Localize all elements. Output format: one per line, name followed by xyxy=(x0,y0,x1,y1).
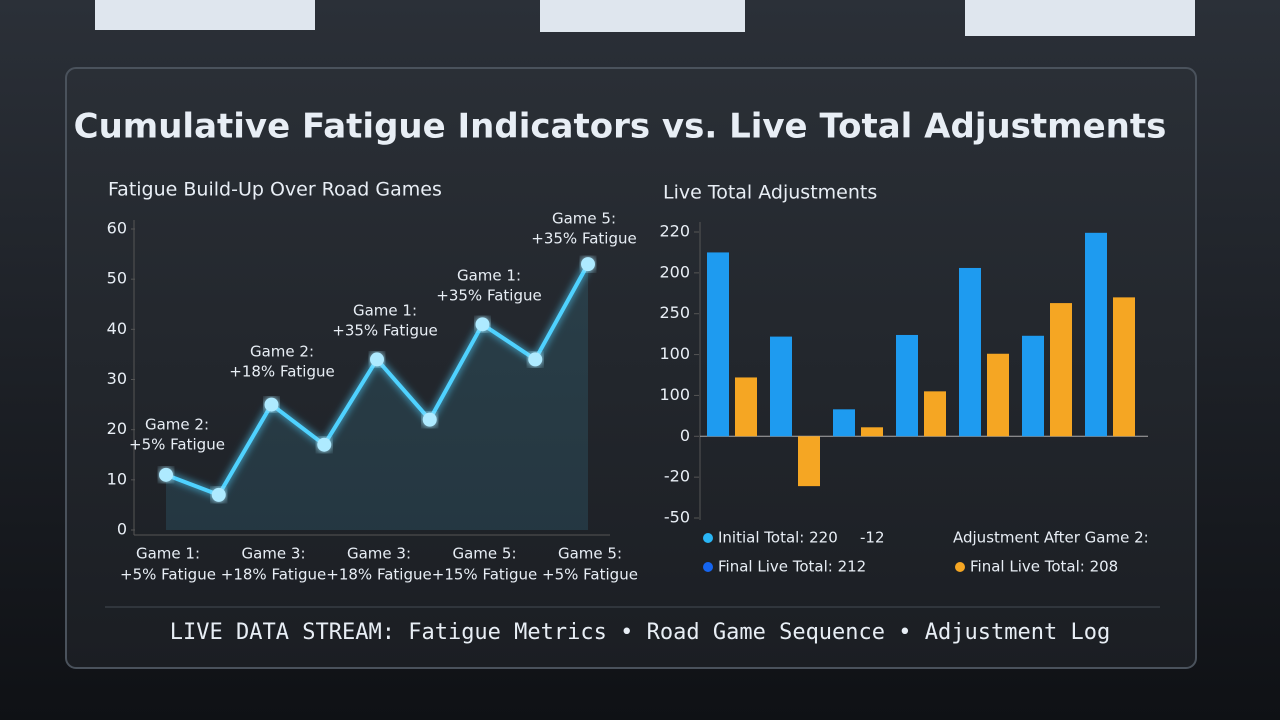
chart-title: Live Total Adjustments xyxy=(663,182,877,204)
display-panel xyxy=(65,67,1197,669)
y-tick-label: 220 xyxy=(659,222,690,241)
y-tick-label: 0 xyxy=(680,426,690,445)
legend-note: -12 xyxy=(860,529,885,547)
x-tick-label: +18% Fatigue xyxy=(221,566,326,584)
legend-note: Final Live Total: 212 xyxy=(718,558,866,576)
x-tick-label: +15% Fatigue xyxy=(432,566,537,584)
point xyxy=(159,467,173,482)
bar xyxy=(770,336,792,437)
bar xyxy=(959,267,981,437)
y-tick-label: 100 xyxy=(659,385,690,404)
x-tick-label: Game 5: xyxy=(558,545,622,563)
y-tick-label: 200 xyxy=(659,262,690,281)
legend-label: Initial Total: 220 xyxy=(718,529,838,547)
legend-dot xyxy=(955,562,965,572)
y-tick-label: -20 xyxy=(664,467,690,486)
legend-label: Final Live Total: 208 xyxy=(970,558,1118,576)
point xyxy=(581,257,595,272)
bar xyxy=(861,427,883,437)
x-tick-label: Game 5: xyxy=(452,545,516,563)
y-tick-label: 0 xyxy=(117,520,127,539)
point xyxy=(264,397,279,412)
ceiling-light xyxy=(965,0,1195,36)
bar xyxy=(924,391,946,437)
bar xyxy=(707,252,729,437)
bar xyxy=(1022,335,1044,437)
annotation: Game 2: xyxy=(145,416,209,434)
point xyxy=(422,412,437,427)
annotation: Game 1: xyxy=(353,302,417,320)
annotation: Game 5: xyxy=(552,210,616,228)
point xyxy=(370,352,384,367)
point xyxy=(211,487,226,502)
legend-dot xyxy=(703,533,713,543)
x-tick-label: +18% Fatigue xyxy=(326,566,431,584)
x-tick-label: Game 3: xyxy=(347,545,411,563)
point xyxy=(528,352,543,367)
x-tick-label: +5% Fatigue xyxy=(542,566,638,584)
point xyxy=(317,437,332,452)
x-tick-label: Game 3: xyxy=(241,545,305,563)
ceiling-light xyxy=(540,0,745,32)
y-tick-label: 50 xyxy=(107,269,127,288)
legend-note: Adjustment After Game 2: xyxy=(953,529,1149,547)
main-title: Cumulative Fatigue Indicators vs. Live T… xyxy=(74,107,1167,147)
bar xyxy=(798,436,820,487)
annotation: Game 1: xyxy=(457,267,521,285)
point xyxy=(475,317,490,332)
y-tick-label: 250 xyxy=(659,303,690,322)
y-tick-label: 100 xyxy=(659,344,690,363)
y-tick-label: 40 xyxy=(107,319,127,338)
ceiling-light xyxy=(95,0,315,30)
y-tick-label: 30 xyxy=(107,369,127,388)
y-tick-label: 10 xyxy=(107,469,127,488)
y-tick-label: 60 xyxy=(107,219,127,238)
annotation: +18% Fatigue xyxy=(229,363,334,381)
footer: LIVE DATA STREAM: Fatigue Metrics • Road… xyxy=(170,620,1110,645)
legend-dot xyxy=(703,562,713,572)
annotation: +35% Fatigue xyxy=(332,322,437,340)
bar xyxy=(735,377,757,437)
bar xyxy=(1050,303,1072,437)
chart-title: Fatigue Build-Up Over Road Games xyxy=(108,179,442,201)
annotation: +35% Fatigue xyxy=(531,230,636,248)
bar xyxy=(1085,232,1107,437)
bar xyxy=(987,353,1009,437)
annotation: +5% Fatigue xyxy=(129,436,225,454)
y-tick-label: 20 xyxy=(107,419,127,438)
bar xyxy=(896,334,918,437)
x-tick-label: +5% Fatigue xyxy=(120,566,216,584)
y-tick-label: -50 xyxy=(664,508,690,527)
annotation: Game 2: xyxy=(250,343,314,361)
x-tick-label: Game 1: xyxy=(136,545,200,563)
bar xyxy=(1113,297,1135,437)
bar xyxy=(833,409,855,437)
annotation: +35% Fatigue xyxy=(436,287,541,305)
